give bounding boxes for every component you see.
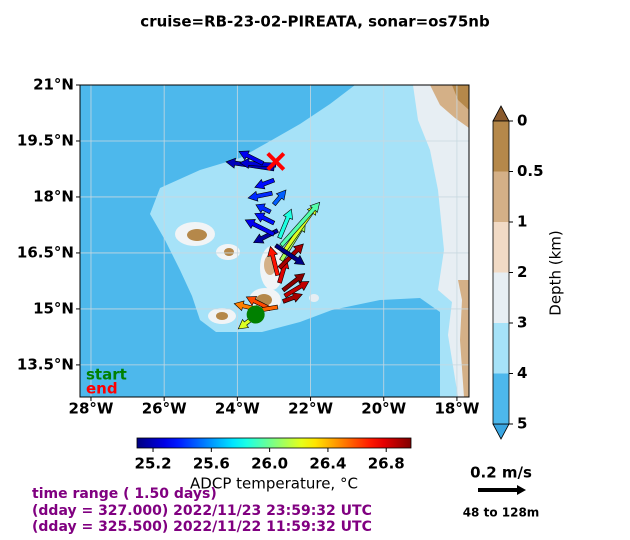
colorbar-extension: [492, 105, 510, 122]
velocity-arrow: [254, 177, 276, 190]
velocity-arrow: [283, 281, 310, 299]
island: [309, 294, 319, 302]
depth-colorbar-label: Depth (km): [547, 230, 565, 315]
end-label: end: [86, 380, 118, 398]
colorbar-extension: [492, 423, 510, 440]
x-tick-label: 22°W: [288, 400, 333, 418]
y-tick-label: 13.5°N: [17, 355, 74, 373]
colorbar-tick-label: 1: [517, 213, 527, 231]
temperature-colorbar: 25.2 25.6 26.0 26.4 26.8: [135, 437, 412, 473]
velocity-arrow: [274, 243, 306, 266]
temperature-colorbar-label: ADCP temperature, °C: [190, 475, 358, 493]
vectors: [225, 150, 321, 330]
velocity-arrow: [271, 189, 287, 207]
y-tick-label: 21°N: [33, 76, 74, 94]
velocity-arrow: [238, 150, 265, 166]
bathymetry: [80, 85, 469, 397]
land: [452, 85, 469, 110]
x-tick-label: 18°W: [434, 400, 479, 418]
colorbar-tick-label: 2: [517, 263, 527, 281]
colorbar-segment: [493, 222, 509, 273]
x-tick-label: 26°W: [142, 400, 187, 418]
island: [187, 229, 207, 241]
x-tick-label: 20°W: [361, 400, 406, 418]
colorbar-tick-label: 26.8: [368, 455, 405, 473]
velocity-arrow: [267, 245, 280, 277]
colorbar-tick-label: 5: [517, 415, 527, 433]
time-range: (dday = 325.500) 2022/11/22 11:59:32 UTC: [32, 519, 372, 535]
colorbar-segment: [493, 323, 509, 374]
y-tick-label: 16.5°N: [17, 243, 74, 261]
title: cruise=RB-23-02-PIREATA, sonar=os75nb: [140, 13, 490, 31]
depth-range: 48 to 128m: [463, 506, 540, 520]
colorbar-tick-label: 25.6: [193, 455, 230, 473]
island: [224, 248, 234, 256]
colorbar-tick-label: 26.0: [251, 455, 288, 473]
colorbar-segment: [493, 272, 509, 323]
start-label: start: [86, 366, 127, 384]
velocity-arrow: [282, 292, 303, 304]
island: [216, 312, 228, 320]
colorbar-tick-label: 3: [517, 314, 527, 332]
velocity-arrow: [255, 203, 272, 215]
colorbar-segment: [493, 171, 509, 222]
velocity-arrow: [247, 190, 273, 202]
map-frame: [79, 84, 470, 398]
scale-label: 0.2 m/s: [470, 464, 532, 482]
x-tick-label: 24°W: [215, 400, 260, 418]
velocity-arrow: [254, 212, 276, 226]
depth-colorbar: 0 0.5 1 2 3 4 5: [492, 105, 544, 440]
x-tick-label: 28°W: [69, 400, 114, 418]
colorbar-segment: [493, 121, 509, 172]
colorbar-gradient: [136, 437, 412, 449]
shelf: [413, 85, 469, 397]
velocity-arrow: [277, 208, 293, 240]
velocity-arrow: [279, 201, 321, 248]
end-marker: [266, 152, 286, 171]
y-tick-label: 18°N: [33, 187, 74, 205]
colorbar-tick-label: 0.5: [517, 162, 544, 180]
colorbar-tick-label: 26.4: [309, 455, 346, 473]
velocity-arrow: [281, 273, 306, 293]
scale-arrow: [478, 485, 526, 495]
velocity-arrow: [244, 219, 276, 237]
y-tick-label: 15°N: [33, 299, 74, 317]
colorbar-segment: [493, 373, 509, 424]
start-marker: [246, 305, 265, 324]
y-tick-label: 19.5°N: [17, 131, 74, 149]
scale-arrow: [478, 485, 526, 495]
time-range: time range ( 1.50 days): [32, 486, 217, 502]
time-range: (dday = 327.000) 2022/11/23 23:59:32 UTC: [32, 503, 372, 519]
colorbar-tick-label: 25.2: [135, 455, 172, 473]
colorbar-tick-label: 0: [517, 112, 527, 130]
colorbar-tick-label: 4: [517, 364, 527, 382]
